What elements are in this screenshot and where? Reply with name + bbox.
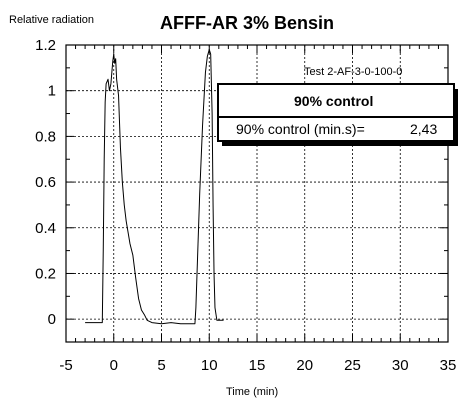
chart-title: AFFF-AR 3% Bensin (160, 13, 334, 33)
test-label: Test 2-AF-3-0-100-0 (304, 66, 402, 78)
y-tick-label: 0.4 (35, 220, 56, 237)
x-tick-label: 35 (440, 357, 457, 374)
y-tick-label: 0.8 (35, 128, 56, 145)
control-box-label: 90% control (min.s)= (236, 121, 365, 137)
series-line (85, 49, 224, 325)
x-axis-label: Time (min) (226, 386, 278, 398)
x-tick-label: 0 (110, 357, 118, 374)
x-tick-label: 15 (249, 357, 266, 374)
y-tick-label: 1 (48, 83, 56, 100)
x-tick-label: 10 (201, 357, 218, 374)
y-tick-label: 0.6 (35, 174, 56, 191)
control-box-header: 90% control (294, 93, 373, 109)
y-tick-label: 1.2 (35, 37, 56, 54)
control-box-value: 2,43 (410, 121, 437, 137)
y-tick-label: 0.2 (35, 265, 56, 282)
x-tick-label: 30 (392, 357, 409, 374)
control-box: 90% control 90% control (min.s)= 2,43 (217, 83, 458, 146)
x-tick-label: 25 (344, 357, 361, 374)
x-tick-label: 20 (296, 357, 313, 374)
y-tick-label: 0 (48, 311, 56, 328)
series-layer (85, 49, 224, 325)
control-box-frame (217, 83, 455, 142)
y-axis-label: Relative radiation (9, 14, 94, 26)
x-tick-label: 5 (157, 357, 165, 374)
ticks: -5 0 5 10 15 20 25 30 35 0 0.2 0.4 0.6 0.8 1 1.2 (35, 37, 456, 374)
x-tick-label: -5 (59, 357, 72, 374)
